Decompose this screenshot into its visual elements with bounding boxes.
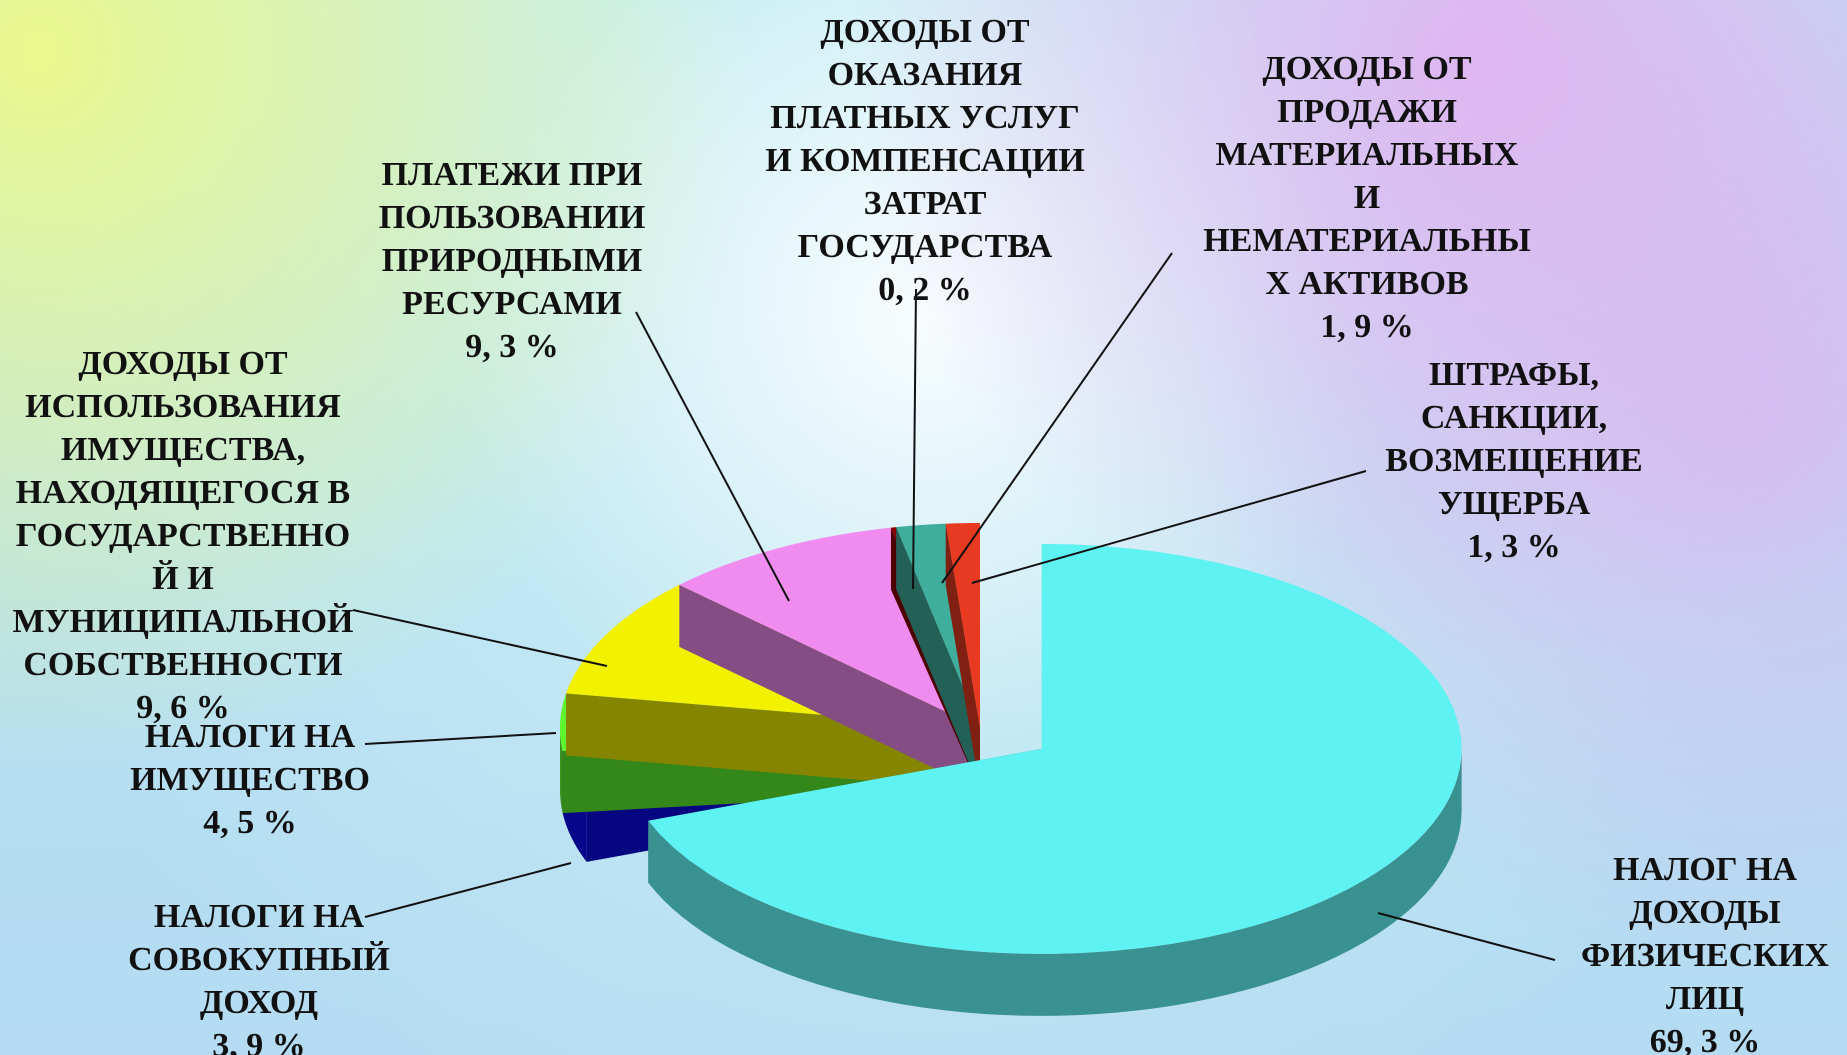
data-label: ДОХОДЫ ОТ ИСПОЛЬЗОВАНИЯ ИМУЩЕСТВА, НАХОД… [13,342,354,729]
value-label: 1, 9 % [1320,308,1414,345]
slice-face [945,523,980,790]
data-label: ДОХОДЫ ОТ ПРОДАЖИ МАТЕРИАЛЬНЫХ И НЕМАТЕР… [1203,47,1531,348]
value-label: 9, 3 % [465,328,559,365]
leader-line [912,288,917,590]
category-label: ПЛАТЕЖИ ПРИ ПОЛЬЗОВАНИИ ПРИРОДНЫМИ РЕСУР… [378,156,646,322]
data-label: ШТРАФЫ, САНКЦИИ, ВОЗМЕЩЕНИЕ УЩЕРБА 1, 3 % [1385,353,1642,568]
slice-side [648,748,1462,1016]
slice [945,523,980,728]
leader-line [1377,912,1556,961]
slice-face [896,527,980,790]
category-label: ДОХОДЫ ОТ ПРОДАЖИ МАТЕРИАЛЬНЫХ И НЕМАТЕР… [1203,50,1531,302]
data-label: НАЛОГИ НА СОВОКУПНЫЙ ДОХОД 3, 9 % [128,895,390,1055]
leader-line [971,470,1367,584]
data-label: НАЛОГИ НА ИМУЩЕСТВО 4, 5 % [130,715,370,844]
slice [648,543,1462,954]
data-label: НАЛОГ НА ДОХОДЫ ФИЗИЧЕСКИХ ЛИЦ 69, 3 % [1581,848,1829,1055]
leader-line [352,609,608,667]
leader-line [364,862,572,918]
leader-line [941,252,1173,584]
slice [896,523,980,728]
category-label: ДОХОДЫ ОТ ИСПОЛЬЗОВАНИЯ ИМУЩЕСТВА, НАХОД… [12,345,354,683]
leader-line [635,311,790,602]
value-label: 3, 9 % [212,1027,306,1055]
value-label: 69, 3 % [1649,1023,1761,1055]
category-label: НАЛОГИ НА СОВОКУПНЫЙ ДОХОД [128,898,390,1021]
category-label: ДОХОДЫ ОТ ОКАЗАНИЯ ПЛАТНЫХ УСЛУГ И КОМПЕ… [765,13,1085,265]
leader-line [364,732,557,745]
category-label: НАЛОГИ НА ИМУЩЕСТВО [130,718,370,798]
value-label: 1, 3 % [1467,528,1561,565]
category-label: ШТРАФЫ, САНКЦИИ, ВОЗМЕЩЕНИЕ УЩЕРБА [1385,356,1643,522]
value-label: 9, 6 % [136,689,230,726]
data-label: ДОХОДЫ ОТ ОКАЗАНИЯ ПЛАТНЫХ УСЛУГ И КОМПЕ… [765,10,1085,311]
slice-side [560,728,563,814]
value-label: 0, 2 % [878,271,972,308]
slice-face [566,693,980,790]
value-label: 4, 5 % [203,804,297,841]
data-label: ПЛАТЕЖИ ПРИ ПОЛЬЗОВАНИИ ПРИРОДНЫМИ РЕСУР… [379,153,646,368]
category-label: НАЛОГ НА ДОХОДЫ ФИЗИЧЕСКИХ ЛИЦ [1581,851,1829,1017]
slice-face [679,584,980,790]
